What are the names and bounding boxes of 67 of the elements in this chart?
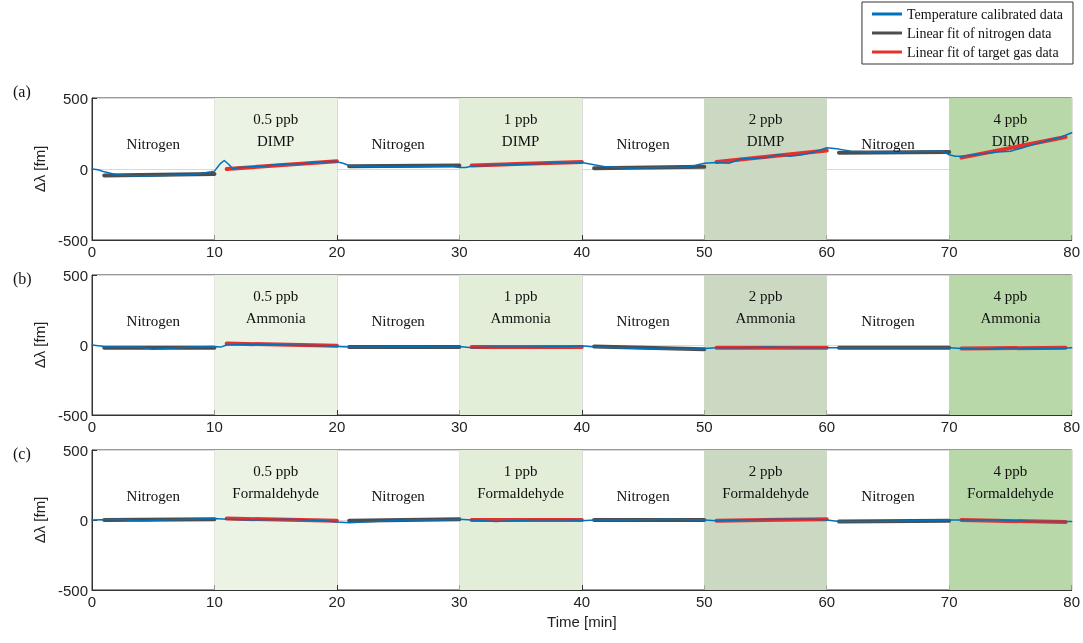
x-tick-label: 70 xyxy=(940,418,958,435)
y-tick-label: -500 xyxy=(57,406,88,424)
x-tick-label: 50 xyxy=(695,243,713,260)
annotation: Nitrogen xyxy=(616,487,671,504)
x-tick-label: 20 xyxy=(328,418,346,435)
x-tick-label: 80 xyxy=(1063,418,1080,435)
x-tick-label: 10 xyxy=(206,243,223,260)
x-tick-label: 80 xyxy=(1063,593,1080,610)
y-axis-title: Δλ [fm] xyxy=(31,145,49,193)
y-tick-label: 0 xyxy=(79,336,88,354)
x-tick-label: 40 xyxy=(573,593,591,610)
legend-label: Linear fit of nitrogen data xyxy=(906,25,1053,41)
y-axis-title: Δλ [fm] xyxy=(31,496,49,544)
y-axis-title: Δλ [fm] xyxy=(31,321,49,369)
annotation: Nitrogen xyxy=(371,136,426,153)
annotation: Nitrogen xyxy=(126,136,181,153)
annotation: Nitrogen xyxy=(126,487,181,504)
band-label: 2 ppb DIMP xyxy=(746,111,785,149)
band-label: 1 ppb DIMP xyxy=(501,111,540,149)
y-tick-label: -500 xyxy=(57,581,88,599)
band-label: 2 ppb Formaldehyde xyxy=(722,463,810,501)
band-label: 1 ppb Formaldehyde xyxy=(477,463,565,501)
band-label: 4 ppb Ammonia xyxy=(980,288,1041,326)
x-tick-label: 60 xyxy=(818,243,836,260)
annotation: Nitrogen xyxy=(616,312,671,329)
annotation: Nitrogen xyxy=(861,487,916,504)
y-tick-label: -500 xyxy=(57,231,88,249)
annotation: Nitrogen xyxy=(616,136,671,153)
band-label: 2 ppb Ammonia xyxy=(735,288,796,326)
y-tick-label: 500 xyxy=(62,89,88,107)
x-tick-label: 30 xyxy=(451,243,468,260)
chart-title: (b) xyxy=(13,269,32,288)
x-tick-label: 50 xyxy=(695,418,713,435)
annotation: Nitrogen xyxy=(371,312,426,329)
x-tick-label: 60 xyxy=(818,593,836,610)
x-tick-label: 40 xyxy=(573,243,591,260)
x-tick-label: 40 xyxy=(573,418,591,435)
chart-title: (c) xyxy=(13,444,31,463)
x-tick-label: 80 xyxy=(1063,243,1080,260)
x-tick-label: 10 xyxy=(206,418,223,435)
x-tick-label: 30 xyxy=(451,418,468,435)
x-tick-label: 60 xyxy=(818,418,836,435)
x-tick-label: 30 xyxy=(451,593,468,610)
band-label: 0.5 ppb Ammonia xyxy=(245,288,307,326)
legend-label: Temperature calibrated data xyxy=(906,6,1064,22)
annotation: Nitrogen xyxy=(126,312,181,329)
x-axis-title: Time [min] xyxy=(547,612,617,630)
legend-label: Linear fit of target gas data xyxy=(906,44,1060,60)
x-tick-label: 20 xyxy=(328,243,346,260)
chart-title: (a) xyxy=(13,82,31,101)
line-series xyxy=(91,132,1073,177)
y-tick-label: 500 xyxy=(62,441,88,459)
band-label: 4 ppb Formaldehyde xyxy=(967,463,1055,501)
annotation: Nitrogen xyxy=(861,136,916,153)
y-tick-label: 0 xyxy=(79,511,88,529)
annotation: Nitrogen xyxy=(861,312,916,329)
y-tick-label: 500 xyxy=(62,266,88,284)
x-tick-label: 50 xyxy=(695,593,713,610)
band-label: 1 ppb Ammonia xyxy=(490,288,551,326)
x-tick-label: 20 xyxy=(328,593,346,610)
x-tick-label: 70 xyxy=(940,243,958,260)
y-tick-label: 0 xyxy=(79,160,88,178)
x-tick-label: 10 xyxy=(206,593,223,610)
band-label: 0.5 ppb Formaldehyde xyxy=(232,463,320,501)
x-tick-label: 70 xyxy=(940,593,958,610)
band-label: 0.5 ppb DIMP xyxy=(253,111,299,149)
annotation: Nitrogen xyxy=(371,487,426,504)
